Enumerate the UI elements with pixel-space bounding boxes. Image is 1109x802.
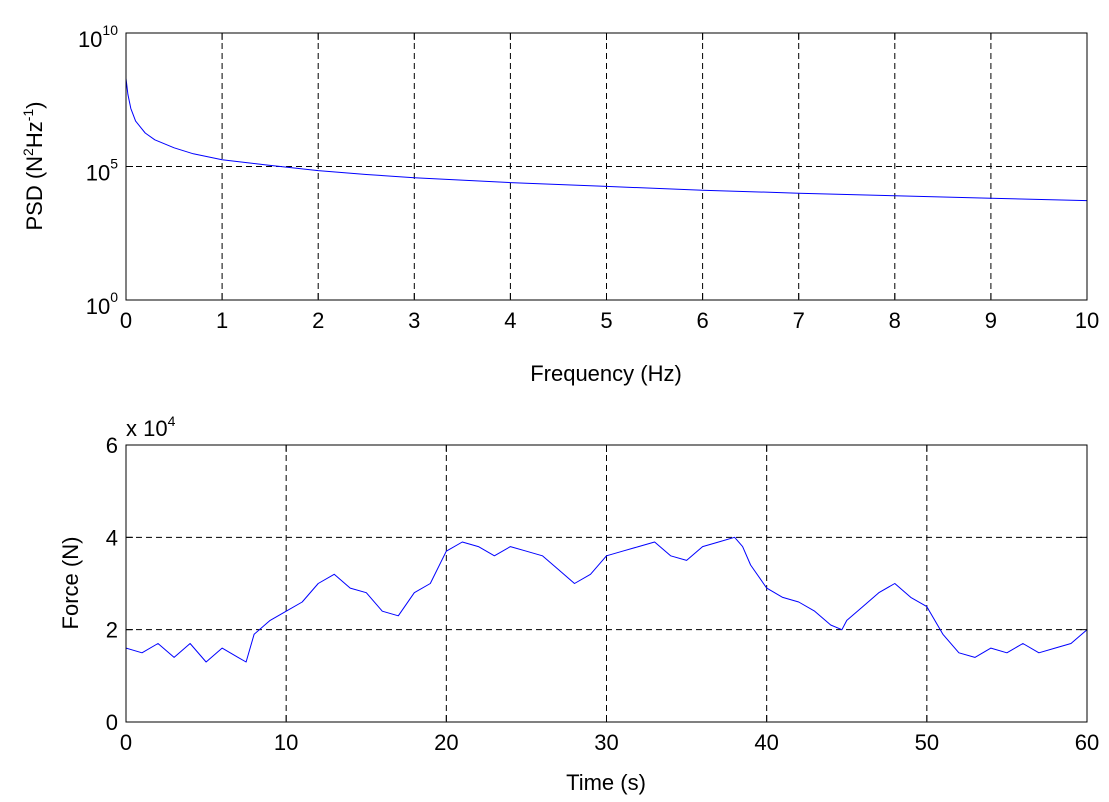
- x-tick-label: 60: [1075, 730, 1099, 755]
- psd-x-axis-label: Frequency (Hz): [530, 361, 682, 386]
- x-tick-label: 10: [1075, 308, 1099, 333]
- y-tick-label: 100: [86, 289, 118, 319]
- psd-y-label-prefix: PSD (N: [22, 156, 47, 231]
- y-tick-label: 1010: [78, 22, 118, 52]
- x-tick-label: 40: [754, 730, 778, 755]
- psd-ticks: [125, 32, 1088, 301]
- x-tick-label: 10: [274, 730, 298, 755]
- x-tick-label: 2: [312, 308, 324, 333]
- psd-y-label-mid: Hz: [22, 121, 47, 148]
- y-tick-exponent: 10: [102, 22, 118, 38]
- x-tick-label: 4: [504, 308, 516, 333]
- x-tick-label: 7: [793, 308, 805, 333]
- y-tick-base: 10: [78, 27, 102, 52]
- x-tick-label: 20: [434, 730, 458, 755]
- psd-grid: [126, 33, 1087, 300]
- x-tick-label: 0: [120, 308, 132, 333]
- x-tick-label: 6: [696, 308, 708, 333]
- psd-y-label-sup2: -1: [20, 109, 36, 122]
- y-tick-exponent: 0: [110, 289, 118, 305]
- psd-series: [125, 78, 1088, 202]
- psd-y-label-sup1: 2: [20, 148, 36, 156]
- x-tick-label: 5: [600, 308, 612, 333]
- y-tick-base: 10: [86, 294, 110, 319]
- force-grid: [126, 445, 1087, 722]
- psd-y-label-suffix: ): [22, 101, 47, 108]
- series-line: [125, 78, 1088, 202]
- psd-x-tick-labels: 0 1 2 3 4 5 6 7 8 9 10: [120, 308, 1099, 333]
- x-tick-label: 50: [915, 730, 939, 755]
- force-multiplier: x 104: [126, 413, 176, 441]
- force-multiplier-text: x 10: [126, 416, 168, 441]
- x-tick-label: 30: [594, 730, 618, 755]
- y-tick-label: 4: [106, 525, 118, 550]
- y-tick-label: 6: [106, 433, 118, 458]
- force-y-axis-label: Force (N): [58, 537, 83, 630]
- x-tick-label: 8: [889, 308, 901, 333]
- force-x-axis-label: Time (s): [566, 770, 646, 795]
- series-line: [125, 536, 1088, 663]
- x-tick-label: 0: [120, 730, 132, 755]
- y-tick-label: 2: [106, 618, 118, 643]
- force-multiplier-exp: 4: [168, 413, 176, 429]
- y-tick-label: 0: [106, 710, 118, 735]
- y-tick-base: 10: [86, 161, 110, 186]
- x-tick-label: 3: [408, 308, 420, 333]
- y-tick-label: 105: [86, 156, 118, 186]
- psd-y-axis-label: PSD (N2Hz-1): [20, 101, 47, 230]
- force-x-tick-labels: 0 10 20 30 40 50 60: [120, 730, 1099, 755]
- y-tick-exponent: 5: [110, 156, 118, 172]
- force-series: [125, 536, 1088, 663]
- force-y-tick-labels: 0 2 4 6: [106, 433, 118, 735]
- x-tick-label: 9: [985, 308, 997, 333]
- force-ticks: [125, 444, 1088, 723]
- x-tick-label: 1: [216, 308, 228, 333]
